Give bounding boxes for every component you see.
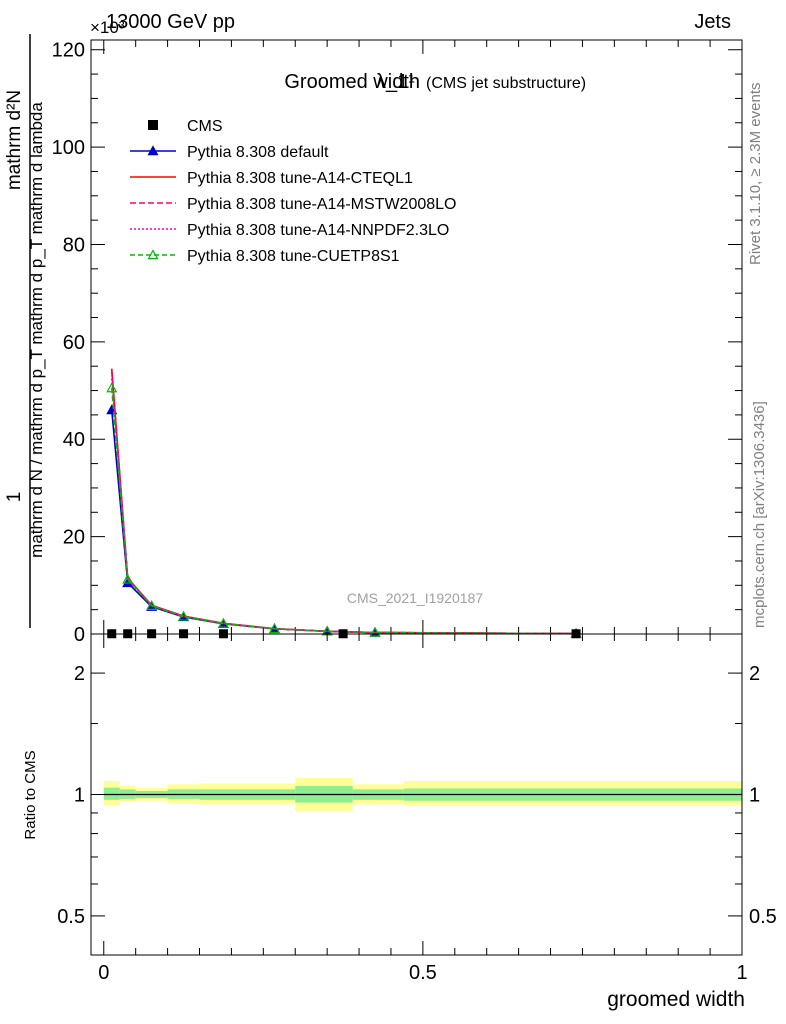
y-tick-label: 0 (74, 624, 85, 646)
ylabel-prefix: 1 (4, 492, 25, 503)
ratio-y-tick-label: 2 (74, 663, 85, 685)
series-point-5 (122, 573, 134, 584)
x-tick-label: 0.5 (409, 962, 437, 984)
plot-title-math: λ_1¹ (376, 71, 415, 93)
legend-label-2: Pythia 8.308 tune-A14-CTEQL1 (187, 170, 413, 187)
x-tick-label: 1 (736, 962, 747, 984)
mcplots-label: mcplots.cern.ch [arXiv:1306.3436] (751, 401, 768, 628)
plot-subtitle: (CMS jet substructure) (426, 75, 586, 92)
series-line-3 (110, 371, 577, 635)
watermark: CMS_2021_I1920187 (347, 590, 483, 606)
ratio-y-tick-label: 0.5 (57, 906, 85, 928)
header-left: 13000 GeV pp (106, 11, 235, 33)
y-tick-label: 40 (63, 429, 85, 451)
series-point-5 (369, 626, 381, 637)
series-point-5 (217, 617, 229, 628)
xlabel: groomed width (607, 988, 745, 1011)
series-point-5 (146, 600, 158, 610)
header-right: Jets (694, 11, 731, 33)
legend: CMS Pythia 8.308 default Pythia 8.308 tune… (130, 118, 456, 265)
y-tick-label: 120 (52, 40, 85, 62)
plot-title-main: Groomed width (284, 71, 420, 93)
series-line-1 (110, 409, 577, 635)
band-stat-0 (103, 787, 120, 800)
y-tick-label: 80 (63, 234, 85, 256)
legend-label-5: Pythia 8.308 tune-CUETP8S1 (187, 248, 400, 265)
rivet-label: Rivet 3.1.10, ≥ 2.3M events (747, 83, 764, 266)
series-point-5 (268, 623, 281, 633)
y-tick-label: 100 (52, 137, 85, 159)
legend-label-1: Pythia 8.308 default (187, 144, 329, 161)
legend-label-3: Pythia 8.308 tune-A14-MSTW2008LO (187, 196, 456, 213)
legend-marker-0 (148, 120, 158, 130)
ratio-y-tick-label-right: 2 (749, 663, 760, 685)
y-tick-label: 20 (63, 527, 85, 549)
series-line-2 (110, 368, 577, 635)
series-point-5 (178, 610, 190, 621)
legend-marker-5 (147, 249, 159, 260)
series-line-5 (110, 388, 577, 635)
x-tick-label: 0 (98, 962, 109, 984)
y-tick-label: 60 (63, 332, 85, 354)
ratio-y-tick-label: 1 (74, 785, 85, 807)
legend-label-0: CMS (187, 118, 223, 135)
ratio-y-tick-label-right: 0.5 (749, 906, 777, 928)
ratio-ylabel: Ratio to CMS (22, 750, 39, 839)
ratio-plot: 0 0.5 1 0.5 0.5 1 1 2 2 (57, 633, 777, 984)
series-point-5 (106, 382, 118, 393)
legend-label-4: Pythia 8.308 tune-A14-NNPDF2.3LO (187, 222, 449, 239)
plot-title: Groomed width (284, 71, 420, 93)
header-exponent: ×10³ (90, 18, 125, 37)
main-plot: 0 20 40 60 80 100 120 (52, 39, 743, 646)
ylabel-denominator: mathrm d N / mathrm d p_T mathrm d p_T m… (27, 102, 46, 558)
ylabel-numerator: mathrm d²N (4, 90, 25, 190)
series-line-4 (110, 378, 577, 635)
legend-marker-1 (147, 145, 159, 156)
ratio-y-tick-label-right: 1 (749, 785, 760, 807)
